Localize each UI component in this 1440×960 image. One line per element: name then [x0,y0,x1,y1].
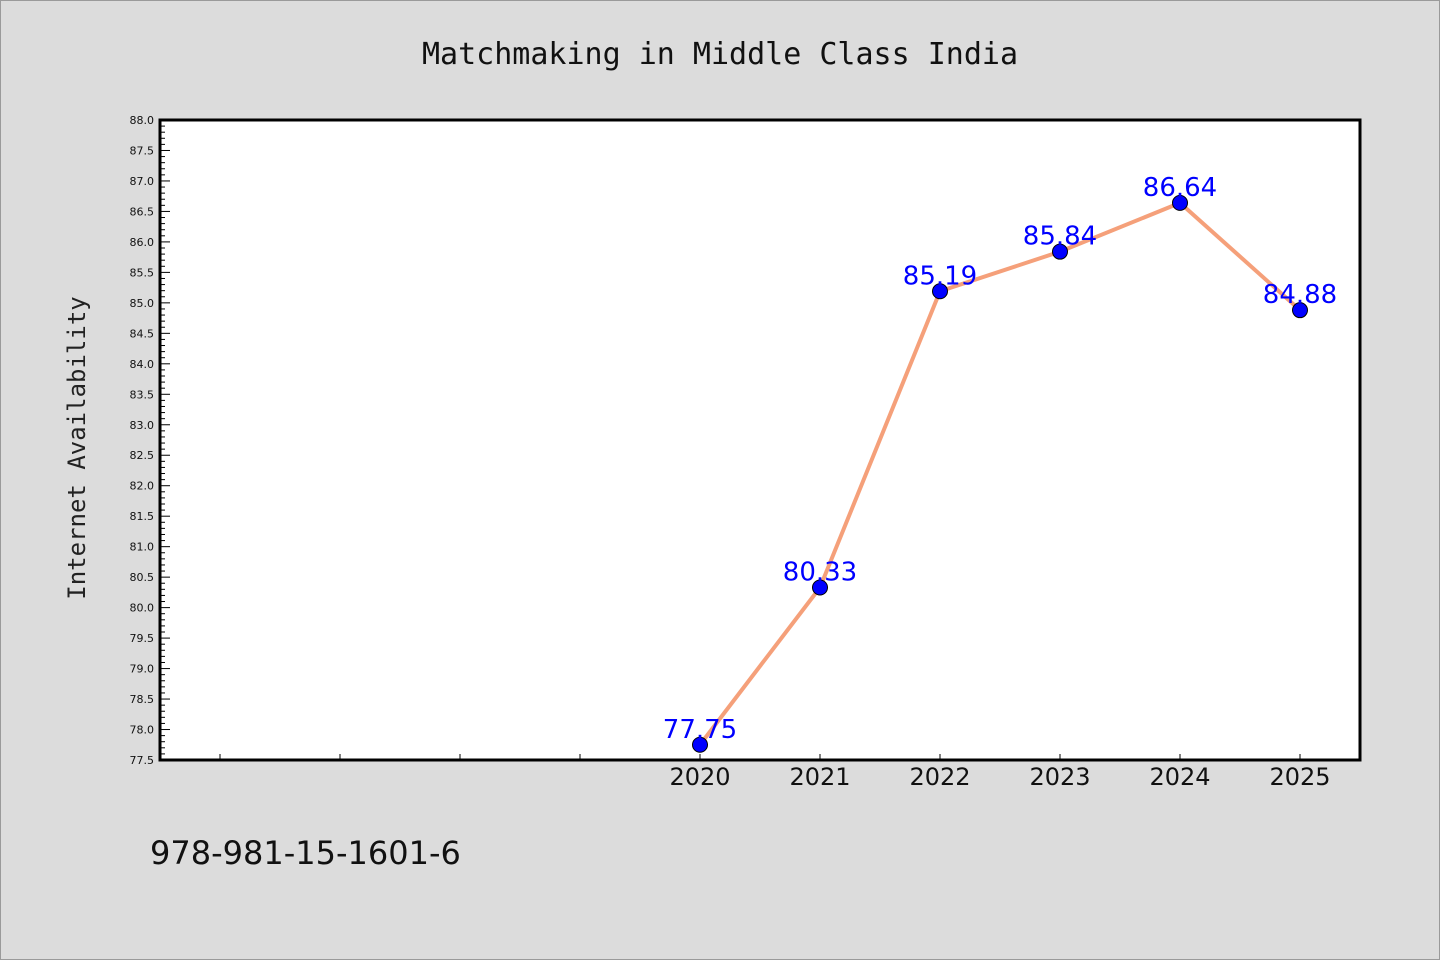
data-label: 80.33 [783,558,857,588]
y-tick-label: 86.5 [130,205,155,218]
data-point [1292,302,1308,319]
y-tick-label: 80.0 [130,602,155,615]
x-tick-label: 2023 [1029,763,1090,791]
y-tick-label: 85.5 [130,266,155,279]
data-point [1052,243,1068,260]
y-tick-label: 81.5 [130,510,155,523]
y-tick-label: 78.0 [130,724,155,737]
y-tick-label: 83.5 [130,388,155,401]
data-label: 85.19 [903,261,977,291]
y-tick-label: 87.5 [130,144,155,157]
y-tick-label: 84.0 [130,358,155,371]
plot-area [160,120,1360,760]
x-tick-label: 2020 [669,763,730,791]
data-point [692,736,708,753]
chart-title: Matchmaking in Middle Class India [422,37,1018,72]
y-tick-label: 84.5 [130,327,155,340]
y-tick-label: 87.0 [130,175,155,188]
y-tick-label: 86.0 [130,236,155,249]
y-tick-label: 83.0 [130,419,155,432]
data-point [932,283,948,300]
data-label: 84.88 [1263,280,1337,310]
data-labels: 77.75 80.33 85.19 85.84 86.64 84.88 [663,173,1337,745]
x-tick-label: 2025 [1269,763,1330,791]
y-tick-label: 85.0 [130,297,155,310]
y-axis-label: Internet Availability [63,296,91,599]
y-tick-label: 88.0 [130,114,155,127]
y-tick-label: 80.5 [130,571,155,584]
y-tick-label: 82.5 [130,449,155,462]
data-label: 85.84 [1023,222,1097,252]
x-tick-label: 2021 [789,763,850,791]
y-tick-label: 79.5 [130,632,155,645]
x-tick-label: 2024 [1149,763,1210,791]
data-points [692,194,1308,753]
y-tick-label: 79.0 [130,663,155,676]
x-axis-ticks: 2020 2021 2022 2023 2024 2025 [219,754,1331,791]
y-tick-label: 81.0 [130,541,155,554]
x-tick-label: 2022 [909,763,970,791]
data-point [812,579,828,596]
plot-border [158,118,1362,762]
y-tick-label: 78.5 [130,693,155,706]
y-tick-label: 82.0 [130,480,155,493]
data-label: 77.75 [663,715,737,745]
footer-code: 978-981-15-1601-6 [150,834,461,872]
data-point [1172,194,1188,211]
y-tick-label: 77.5 [130,754,155,767]
y-axis-ticks: 77.5 78.0 78.5 79.0 79.5 80.0 80.5 81.0 81.5 82.0… [130,114,170,767]
data-label: 86.64 [1143,173,1217,203]
series-line [698,200,1302,746]
